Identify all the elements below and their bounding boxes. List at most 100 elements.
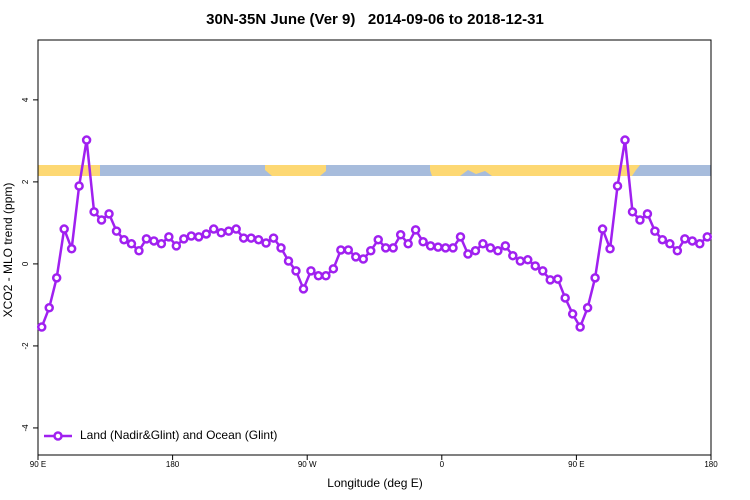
land-band	[38, 165, 100, 176]
data-point	[321, 271, 331, 281]
data-point	[119, 234, 129, 245]
data-point	[672, 246, 683, 256]
data-point	[680, 234, 690, 244]
data-point	[276, 243, 286, 253]
data-point	[665, 239, 675, 249]
data-point	[575, 322, 585, 332]
data-point	[351, 252, 361, 262]
data-point	[493, 246, 503, 256]
data-point	[283, 256, 294, 266]
data-point	[59, 224, 69, 234]
data-point	[216, 227, 226, 238]
ocean-band	[38, 165, 711, 176]
data-point	[149, 236, 159, 246]
data-point	[605, 243, 615, 254]
data-point	[627, 207, 638, 217]
data-point	[380, 243, 391, 253]
data-point	[268, 233, 279, 243]
land-band	[265, 165, 326, 176]
data-point	[186, 231, 197, 241]
data-point	[126, 239, 137, 249]
data-point	[463, 249, 473, 259]
data-point	[96, 215, 107, 225]
plot-frame	[37, 39, 712, 456]
data-point	[238, 233, 249, 243]
data-point	[253, 234, 264, 245]
data-point	[388, 243, 398, 253]
data-point	[298, 284, 309, 294]
data-point	[51, 273, 62, 283]
data-point	[515, 256, 526, 266]
data-point	[485, 243, 496, 253]
data-point	[141, 234, 152, 244]
data-point	[171, 241, 182, 251]
data-point	[66, 243, 77, 254]
data-point	[246, 233, 256, 243]
y-axis-label: XCO2 - MLO trend (ppm)	[1, 183, 15, 318]
data-point	[687, 236, 698, 246]
data-point	[36, 322, 47, 332]
data-point	[343, 245, 354, 255]
data-point	[313, 271, 324, 281]
data-point	[657, 234, 668, 245]
legend-label: Land (Nadir&Glint) and Ocean (Glint)	[80, 428, 277, 442]
data-point	[306, 266, 316, 276]
data-point	[44, 303, 54, 313]
data-point	[702, 232, 713, 242]
data-point	[590, 273, 600, 283]
x-tick-label: 90 E	[568, 460, 584, 469]
data-point	[620, 135, 630, 145]
data-point	[567, 309, 578, 319]
data-point	[134, 246, 144, 256]
land-band	[430, 165, 496, 176]
data-point	[538, 266, 548, 276]
land-ocean-band	[38, 165, 711, 176]
y-tick-label: 0	[21, 261, 30, 266]
data-point	[223, 226, 234, 236]
x-tick-label: 180	[166, 460, 180, 469]
data-point	[410, 225, 421, 235]
data-point	[530, 261, 541, 271]
data-point	[336, 245, 346, 255]
data-point	[470, 246, 481, 256]
data-point	[545, 275, 555, 285]
data-point	[208, 224, 219, 234]
legend-marker	[53, 431, 63, 441]
data-point	[104, 209, 114, 219]
data-point	[612, 181, 623, 191]
y-tick-label: -2	[21, 342, 30, 350]
data-point	[194, 232, 204, 242]
data-point	[395, 230, 406, 240]
data-point	[74, 181, 84, 191]
y-tick-label: -4	[21, 424, 30, 432]
data-point	[433, 242, 443, 252]
data-point	[552, 274, 563, 284]
data-point	[111, 226, 122, 236]
data-point	[560, 293, 570, 303]
data-point	[156, 239, 167, 249]
data-point	[478, 239, 488, 249]
data-point	[231, 224, 241, 234]
y-tick-label: 4	[21, 97, 30, 102]
chart-title: 30N-35N June (Ver 9) 2014-09-06 to 2018-…	[206, 11, 544, 28]
data-point	[201, 229, 211, 239]
x-tick-label: 0	[440, 460, 445, 469]
x-tick-label: 180	[704, 460, 718, 469]
data-point	[89, 207, 99, 217]
data-point	[448, 243, 458, 253]
data-point	[642, 209, 653, 219]
data-point	[582, 303, 593, 313]
data-point	[440, 243, 451, 253]
data-point	[179, 234, 189, 244]
x-tick-label: 90 W	[298, 460, 317, 469]
land-band	[496, 165, 640, 176]
data-point	[500, 241, 511, 251]
data-point	[650, 226, 660, 236]
data-point	[291, 266, 301, 276]
data-point	[635, 215, 645, 225]
data-point	[523, 255, 533, 265]
data-point	[373, 234, 383, 245]
data-point	[425, 241, 436, 251]
